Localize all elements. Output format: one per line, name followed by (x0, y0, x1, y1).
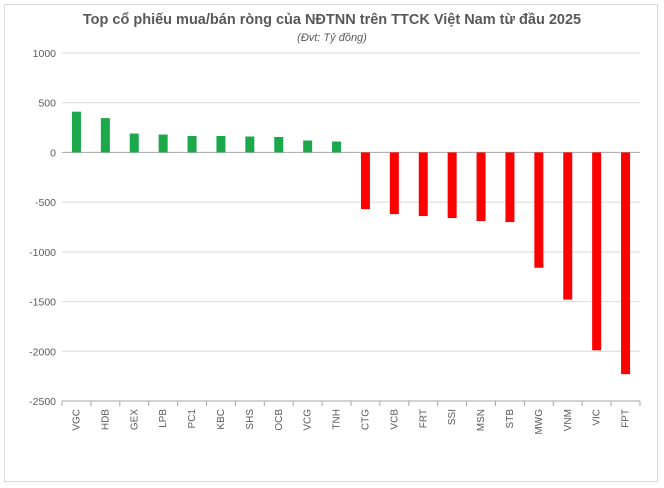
y-axis-ticks: 1000 500 0 -500 -1000 -1500 -2000 -2500 (29, 48, 56, 408)
y-tick-label: -2000 (29, 346, 56, 358)
x-tick-label: MSN (476, 409, 487, 431)
bar-msn (476, 152, 486, 222)
bar-vnm (563, 152, 573, 300)
y-tick-label: -500 (35, 197, 56, 209)
x-tick-label: VGC (71, 409, 82, 431)
gridlines (61, 52, 641, 406)
x-tick-label: KBC (216, 409, 227, 430)
x-tick-label: LPB (158, 409, 169, 428)
bar-gex (129, 133, 139, 153)
x-tick-label: VCG (303, 409, 314, 431)
x-tick-label: SSI (447, 409, 458, 425)
bar-mwg (534, 152, 544, 268)
x-tick-label: HDB (100, 409, 111, 430)
x-tick-label: FRT (418, 409, 429, 428)
x-tick-label: VIC (592, 409, 603, 426)
bar-hdb (100, 118, 110, 153)
chart-subtitle: (Đvt: Tỷ đồng) (297, 32, 367, 44)
bar-stb (505, 152, 515, 223)
x-tick-label: VCB (389, 409, 400, 430)
x-tick-label: SHS (245, 409, 256, 430)
bar-lpb (158, 134, 168, 153)
x-tick-label: MWG (534, 409, 545, 435)
y-tick-label: -1000 (29, 247, 56, 259)
x-tick-label: FPT (621, 409, 632, 428)
x-tick-label: STB (505, 409, 516, 429)
y-tick-label: 0 (50, 147, 56, 159)
chart-title: Top cổ phiếu mua/bán ròng của NĐTNN trên… (82, 12, 582, 28)
x-axis-labels: VGC HDB GEX LPB PC1 KBC SHS OCB VCG TNH CTG VCB FRT S… (71, 409, 631, 435)
bar-pc1 (187, 136, 197, 153)
y-tick-label: -1500 (29, 297, 56, 309)
x-tick-label: OCB (274, 409, 285, 431)
bar-ocb (274, 137, 284, 153)
bar-shs (245, 136, 255, 153)
bar-vcb (389, 152, 399, 215)
bar-ctg (360, 152, 370, 210)
bar-ssi (447, 152, 457, 219)
bar-frt (418, 152, 428, 217)
bar-vic (592, 152, 602, 351)
bar-vcg (303, 140, 313, 153)
x-tick-label: CTG (360, 409, 371, 430)
y-tick-label: 1000 (33, 48, 57, 60)
x-tick-label: TNH (332, 409, 343, 430)
bars (71, 111, 631, 375)
y-tick-label: 500 (38, 98, 56, 110)
bar-tnh (332, 141, 342, 153)
bar-fpt (621, 152, 631, 375)
x-tick-label: GEX (129, 409, 140, 430)
x-tick-label: PC1 (187, 409, 198, 429)
chart-frame (4, 4, 658, 482)
bar-vgc (71, 111, 81, 153)
x-tick-label: VNM (563, 409, 574, 431)
bar-kbc (216, 136, 226, 153)
y-tick-label: -2500 (29, 396, 56, 408)
